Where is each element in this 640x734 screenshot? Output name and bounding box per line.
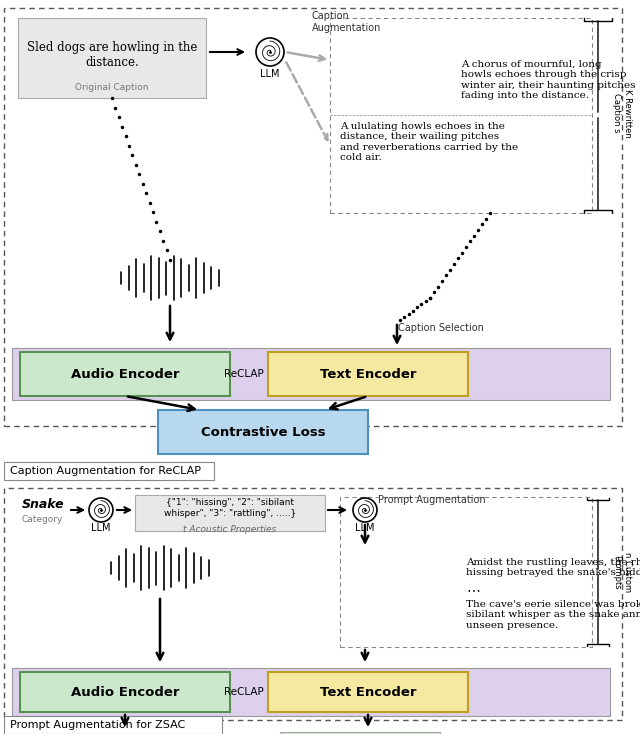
Text: Sled dogs are howling in the
distance.: Sled dogs are howling in the distance. <box>27 41 197 69</box>
Text: ReCLAP: ReCLAP <box>224 687 264 697</box>
Text: Caption Selection: Caption Selection <box>398 323 484 333</box>
Text: A ululating howls echoes in the
distance, their wailing pitches
and reverberatio: A ululating howls echoes in the distance… <box>340 122 518 162</box>
Text: LLM: LLM <box>260 69 280 79</box>
Text: {"1": "hissing", "2": "sibilant
whisper", "3": "rattling", .....}: {"1": "hissing", "2": "sibilant whisper"… <box>164 498 296 517</box>
Bar <box>4 462 214 480</box>
Text: LLM: LLM <box>355 523 375 533</box>
Text: Text Encoder: Text Encoder <box>320 686 416 699</box>
Text: ⋯: ⋯ <box>466 583 480 597</box>
Text: Audio Encoder: Audio Encoder <box>71 368 179 380</box>
Text: Prompt Augmentation for ZSAC: Prompt Augmentation for ZSAC <box>10 720 185 730</box>
Text: Text Encoder: Text Encoder <box>320 368 416 380</box>
Bar <box>18 18 206 98</box>
Text: Original Caption: Original Caption <box>76 82 148 92</box>
Text: A chorus of mournful, long
howls echoes through the crisp
winter air, their haun: A chorus of mournful, long howls echoes … <box>461 60 636 101</box>
Bar <box>268 352 468 396</box>
Bar <box>20 352 230 396</box>
Text: Audio Encoder: Audio Encoder <box>71 686 179 699</box>
Text: Amidst the rustling leaves, the rhythmic
hissing betrayed the snake's hidden dan: Amidst the rustling leaves, the rhythmic… <box>466 558 640 578</box>
Text: Prompt Augmentation: Prompt Augmentation <box>378 495 486 505</box>
Text: Contrastive Loss: Contrastive Loss <box>201 426 325 438</box>
Text: Caption Augmentation for ReCLAP: Caption Augmentation for ReCLAP <box>10 466 201 476</box>
Bar <box>12 668 610 716</box>
Text: Caption
Augmentation: Caption Augmentation <box>312 11 381 33</box>
Text: Snake: Snake <box>22 498 65 512</box>
Text: ReCLAP: ReCLAP <box>224 369 264 379</box>
Bar <box>20 672 230 712</box>
Bar <box>280 732 440 734</box>
Bar <box>268 672 468 712</box>
Text: LLM: LLM <box>92 523 111 533</box>
Bar <box>4 716 222 734</box>
Text: K Rewritten
Caption s: K Rewritten Caption s <box>612 89 632 137</box>
Bar <box>12 348 610 400</box>
Bar <box>340 497 592 647</box>
Bar <box>158 410 368 454</box>
Bar <box>4 488 622 720</box>
Text: n Custom
Prompts: n Custom Prompts <box>612 552 632 592</box>
Text: The cave's eerie silence was broken by a
sibilant whisper as the snake announced: The cave's eerie silence was broken by a… <box>466 600 640 630</box>
Bar <box>20 732 220 734</box>
Bar <box>135 495 325 531</box>
Text: Category: Category <box>22 515 63 523</box>
Text: t Acoustic Properties: t Acoustic Properties <box>184 525 276 534</box>
Bar <box>4 8 622 426</box>
Bar <box>330 18 592 213</box>
